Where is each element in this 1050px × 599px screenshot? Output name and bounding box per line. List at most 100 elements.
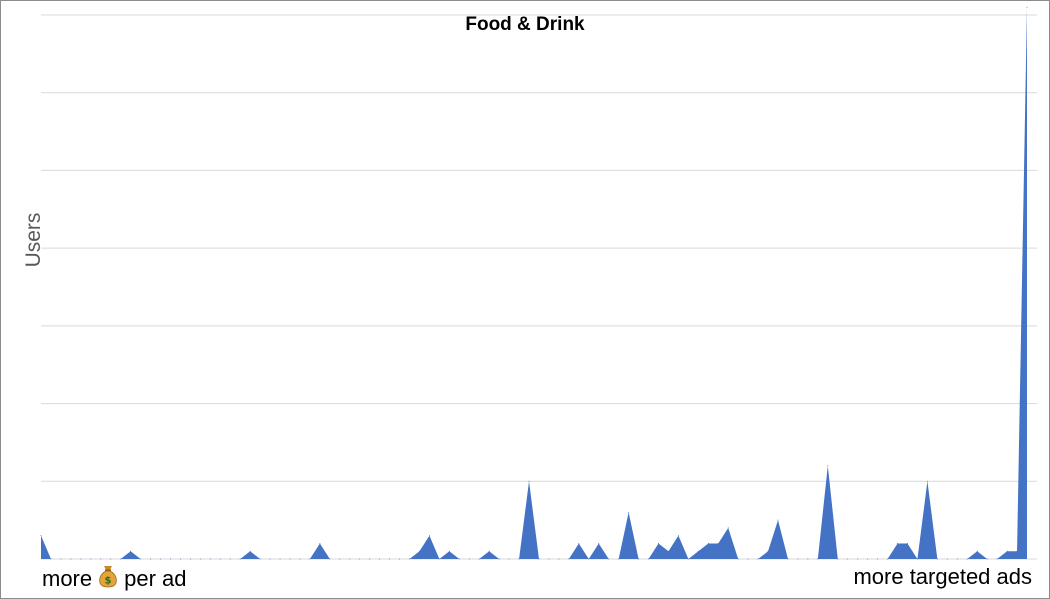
data-point <box>458 558 460 560</box>
svg-text:$: $ <box>105 576 112 587</box>
data-point <box>747 558 749 560</box>
data-point <box>887 558 889 560</box>
data-point <box>239 558 241 560</box>
data-point <box>428 535 430 537</box>
data-point <box>438 558 440 560</box>
money-bag-icon: $ <box>98 564 118 594</box>
data-point <box>677 535 679 537</box>
data-point <box>538 558 540 560</box>
data-point <box>1016 550 1018 552</box>
x-axis-left-label-suffix: per ad <box>124 566 187 591</box>
x-axis-left-label-text: more <box>42 566 93 591</box>
data-point <box>90 558 92 560</box>
data-point <box>807 558 809 560</box>
data-point <box>628 511 630 513</box>
data-point <box>877 558 879 560</box>
data-point <box>319 542 321 544</box>
data-point <box>857 558 859 560</box>
data-point <box>80 558 82 560</box>
data-point <box>657 542 659 544</box>
data-point <box>399 558 401 560</box>
data-point <box>548 558 550 560</box>
data-point <box>349 558 351 560</box>
data-point <box>369 558 371 560</box>
data-point <box>897 542 899 544</box>
data-point <box>737 558 739 560</box>
data-point <box>249 550 251 552</box>
data-point <box>648 558 650 560</box>
data-point <box>956 558 958 560</box>
data-point <box>727 527 729 529</box>
data-point <box>359 558 361 560</box>
data-point <box>697 550 699 552</box>
data-point <box>150 558 152 560</box>
data-point <box>797 558 799 560</box>
data-point <box>488 550 490 552</box>
data-point <box>1026 6 1028 8</box>
data-point <box>110 558 112 560</box>
x-axis-right-label: more targeted ads <box>853 564 1032 589</box>
data-point <box>618 558 620 560</box>
data-point <box>50 558 52 560</box>
data-point <box>498 558 500 560</box>
data-point <box>209 558 211 560</box>
data-point <box>946 558 948 560</box>
data-point <box>588 558 590 560</box>
data-point <box>100 558 102 560</box>
data-point <box>867 558 869 560</box>
gridlines <box>41 14 1037 560</box>
data-point <box>418 550 420 552</box>
data-point <box>558 558 560 560</box>
data-point <box>916 558 918 560</box>
data-point <box>847 558 849 560</box>
data-point <box>936 558 938 560</box>
data-point <box>339 558 341 560</box>
data-point <box>179 558 181 560</box>
data-point <box>478 558 480 560</box>
data-point <box>140 558 142 560</box>
data-point <box>767 550 769 552</box>
x-axis-left-label: more $ per ad <box>42 564 187 594</box>
series-area-fill <box>41 7 1027 559</box>
data-point <box>777 519 779 521</box>
data-point <box>229 558 231 560</box>
data-point <box>528 480 530 482</box>
data-point <box>827 465 829 467</box>
data-point <box>578 542 580 544</box>
data-point <box>279 558 281 560</box>
data-point <box>608 558 610 560</box>
data-point <box>976 550 978 552</box>
data-point <box>966 558 968 560</box>
data-point <box>568 558 570 560</box>
data-point <box>259 558 261 560</box>
data-point <box>189 558 191 560</box>
chart-title: Food & Drink <box>465 14 585 35</box>
series-area <box>40 6 1028 560</box>
data-point <box>269 558 271 560</box>
data-point <box>60 558 62 560</box>
data-point <box>817 558 819 560</box>
data-point <box>468 558 470 560</box>
data-point <box>309 558 311 560</box>
data-point <box>598 542 600 544</box>
data-point <box>299 558 301 560</box>
data-point <box>409 558 411 560</box>
data-point <box>130 550 132 552</box>
data-point <box>40 535 42 537</box>
data-point <box>219 558 221 560</box>
data-point <box>120 558 122 560</box>
data-point <box>329 558 331 560</box>
data-point <box>996 558 998 560</box>
data-point <box>926 480 928 482</box>
data-point <box>757 558 759 560</box>
data-point <box>687 558 689 560</box>
data-point <box>289 558 291 560</box>
data-point <box>389 558 391 560</box>
data-point <box>638 558 640 560</box>
data-point <box>667 550 669 552</box>
data-point <box>717 542 719 544</box>
data-point <box>70 558 72 560</box>
data-point <box>787 558 789 560</box>
data-point <box>986 558 988 560</box>
